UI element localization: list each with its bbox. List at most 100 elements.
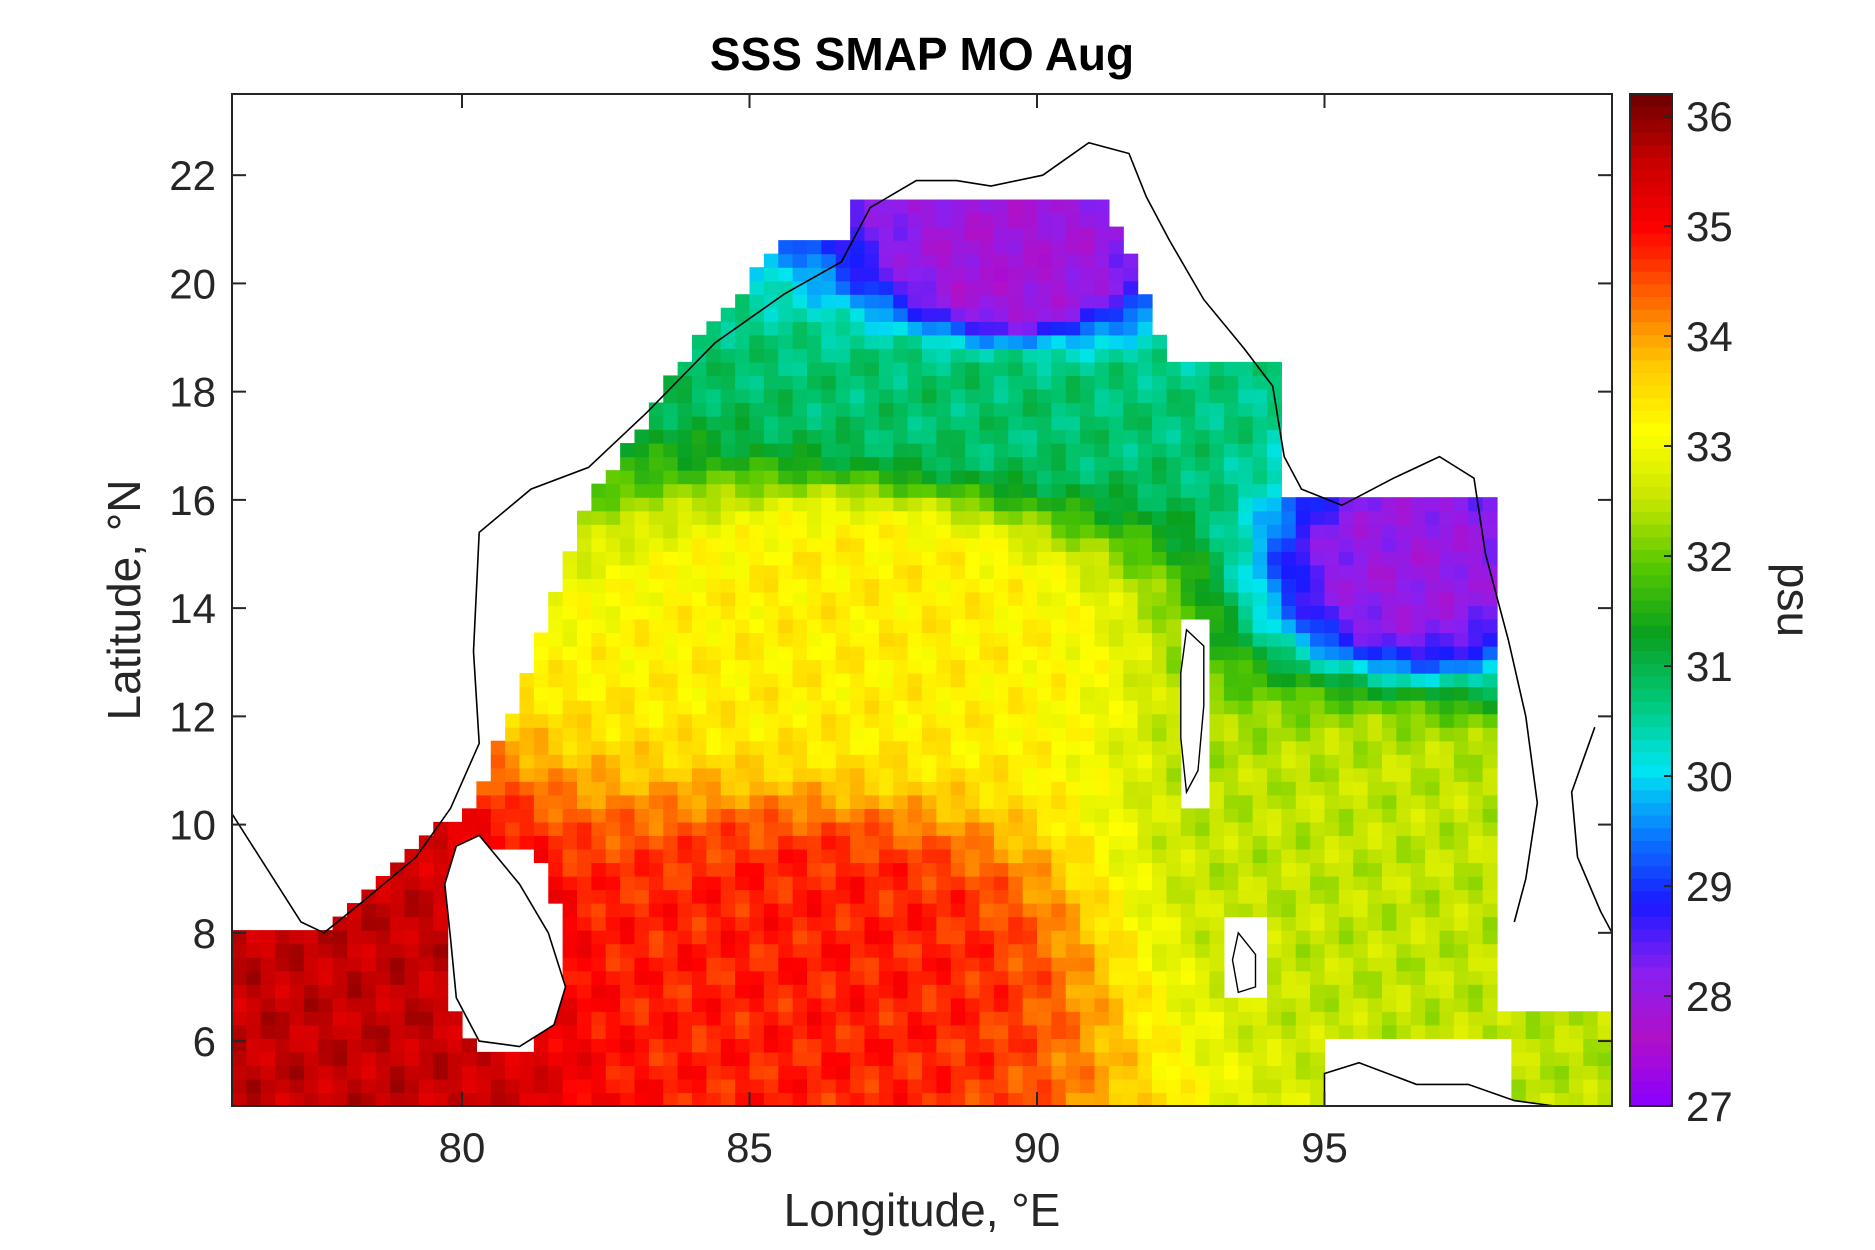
salinity-cell <box>1166 713 1182 728</box>
salinity-cell <box>922 618 937 634</box>
salinity-cell <box>1209 781 1225 796</box>
salinity-cell <box>1295 984 1311 999</box>
salinity-cell <box>1252 551 1268 566</box>
salinity-cell <box>835 781 851 796</box>
salinity-cell <box>1123 984 1139 999</box>
salinity-cell <box>907 794 923 809</box>
salinity-cell <box>1252 646 1268 661</box>
salinity-cell <box>1497 1024 1512 1039</box>
salinity-cell <box>677 1078 693 1094</box>
salinity-cell <box>835 997 851 1012</box>
salinity-cell <box>979 456 995 471</box>
salinity-cell <box>1267 1038 1282 1053</box>
salinity-cell <box>1051 334 1067 349</box>
salinity-cell <box>1037 564 1052 579</box>
salinity-cell <box>950 767 966 782</box>
salinity-cell <box>864 240 880 255</box>
salinity-cell <box>950 429 966 444</box>
salinity-cell <box>1453 659 1469 674</box>
salinity-cell <box>749 916 765 931</box>
salinity-cell <box>1353 930 1369 945</box>
salinity-cell <box>1123 307 1139 322</box>
salinity-cell <box>878 483 894 498</box>
salinity-cell <box>907 1024 923 1039</box>
salinity-cell <box>1267 970 1282 985</box>
salinity-cell <box>1425 578 1441 593</box>
salinity-cell <box>1267 361 1282 377</box>
salinity-cell <box>907 943 923 958</box>
salinity-cell <box>1123 591 1139 607</box>
salinity-cell <box>1108 997 1124 1012</box>
salinity-cell <box>1382 578 1397 593</box>
salinity-cell <box>1353 889 1369 904</box>
salinity-cell <box>893 388 909 404</box>
salinity-cell <box>979 781 995 796</box>
salinity-cell <box>1065 862 1081 877</box>
salinity-cell <box>1195 1092 1211 1106</box>
salinity-cell <box>1468 943 1484 958</box>
salinity-cell <box>1439 510 1455 525</box>
salinity-cell <box>893 740 909 755</box>
salinity-cell <box>907 957 923 972</box>
salinity-cell <box>648 1065 664 1080</box>
salinity-cell <box>720 537 736 552</box>
salinity-cell <box>1108 361 1124 377</box>
salinity-cell <box>965 916 981 931</box>
salinity-cell <box>1267 537 1282 552</box>
salinity-cell <box>922 564 937 579</box>
salinity-cell <box>1195 903 1211 918</box>
salinity-cell <box>1051 578 1067 593</box>
salinity-cell <box>692 416 707 431</box>
salinity-cell <box>562 564 578 579</box>
salinity-cell <box>1123 997 1139 1012</box>
salinity-cell <box>807 1092 822 1106</box>
colorbar-segment <box>1630 119 1672 133</box>
salinity-cell <box>922 686 937 701</box>
salinity-cell <box>807 767 822 782</box>
salinity-cell <box>763 903 779 918</box>
salinity-cell <box>893 280 909 295</box>
salinity-cell <box>735 551 751 566</box>
salinity-cell <box>1080 673 1096 688</box>
salinity-cell <box>605 524 621 539</box>
salinity-cell <box>1281 1051 1297 1067</box>
salinity-cell <box>1037 808 1052 823</box>
salinity-cell <box>1209 578 1225 593</box>
salinity-cell <box>1166 551 1182 566</box>
salinity-cell <box>807 1065 822 1080</box>
salinity-cell <box>648 456 664 471</box>
salinity-cell <box>1037 673 1052 688</box>
salinity-cell <box>1065 970 1081 985</box>
salinity-cell <box>620 781 636 796</box>
salinity-cell <box>936 903 952 918</box>
salinity-cell <box>850 930 866 945</box>
salinity-cell <box>1468 930 1484 945</box>
colorbar-segment <box>1630 498 1672 513</box>
salinity-cell <box>1137 835 1153 850</box>
salinity-cell <box>922 361 937 377</box>
salinity-cell <box>634 1024 650 1039</box>
salinity-cell <box>1051 497 1067 512</box>
salinity-cell <box>692 334 707 349</box>
salinity-cell <box>965 754 981 769</box>
salinity-cell <box>1123 280 1139 295</box>
salinity-cell <box>821 375 837 390</box>
salinity-cell <box>1137 1078 1153 1094</box>
salinity-cell <box>1137 591 1153 607</box>
salinity-cell <box>692 835 707 850</box>
salinity-cell <box>692 1092 707 1106</box>
salinity-cell <box>1022 889 1038 904</box>
salinity-cell <box>1152 375 1167 390</box>
salinity-cell <box>735 321 751 336</box>
salinity-cell <box>763 456 779 471</box>
salinity-cell <box>1152 876 1167 891</box>
salinity-cell <box>1166 740 1182 755</box>
salinity-cell <box>1094 1065 1110 1080</box>
salinity-cell <box>1338 727 1354 742</box>
salinity-cell <box>1180 862 1196 877</box>
salinity-cell <box>1425 862 1441 877</box>
salinity-cell <box>1267 375 1282 390</box>
salinity-cell <box>1123 767 1139 782</box>
salinity-cell <box>850 456 866 471</box>
